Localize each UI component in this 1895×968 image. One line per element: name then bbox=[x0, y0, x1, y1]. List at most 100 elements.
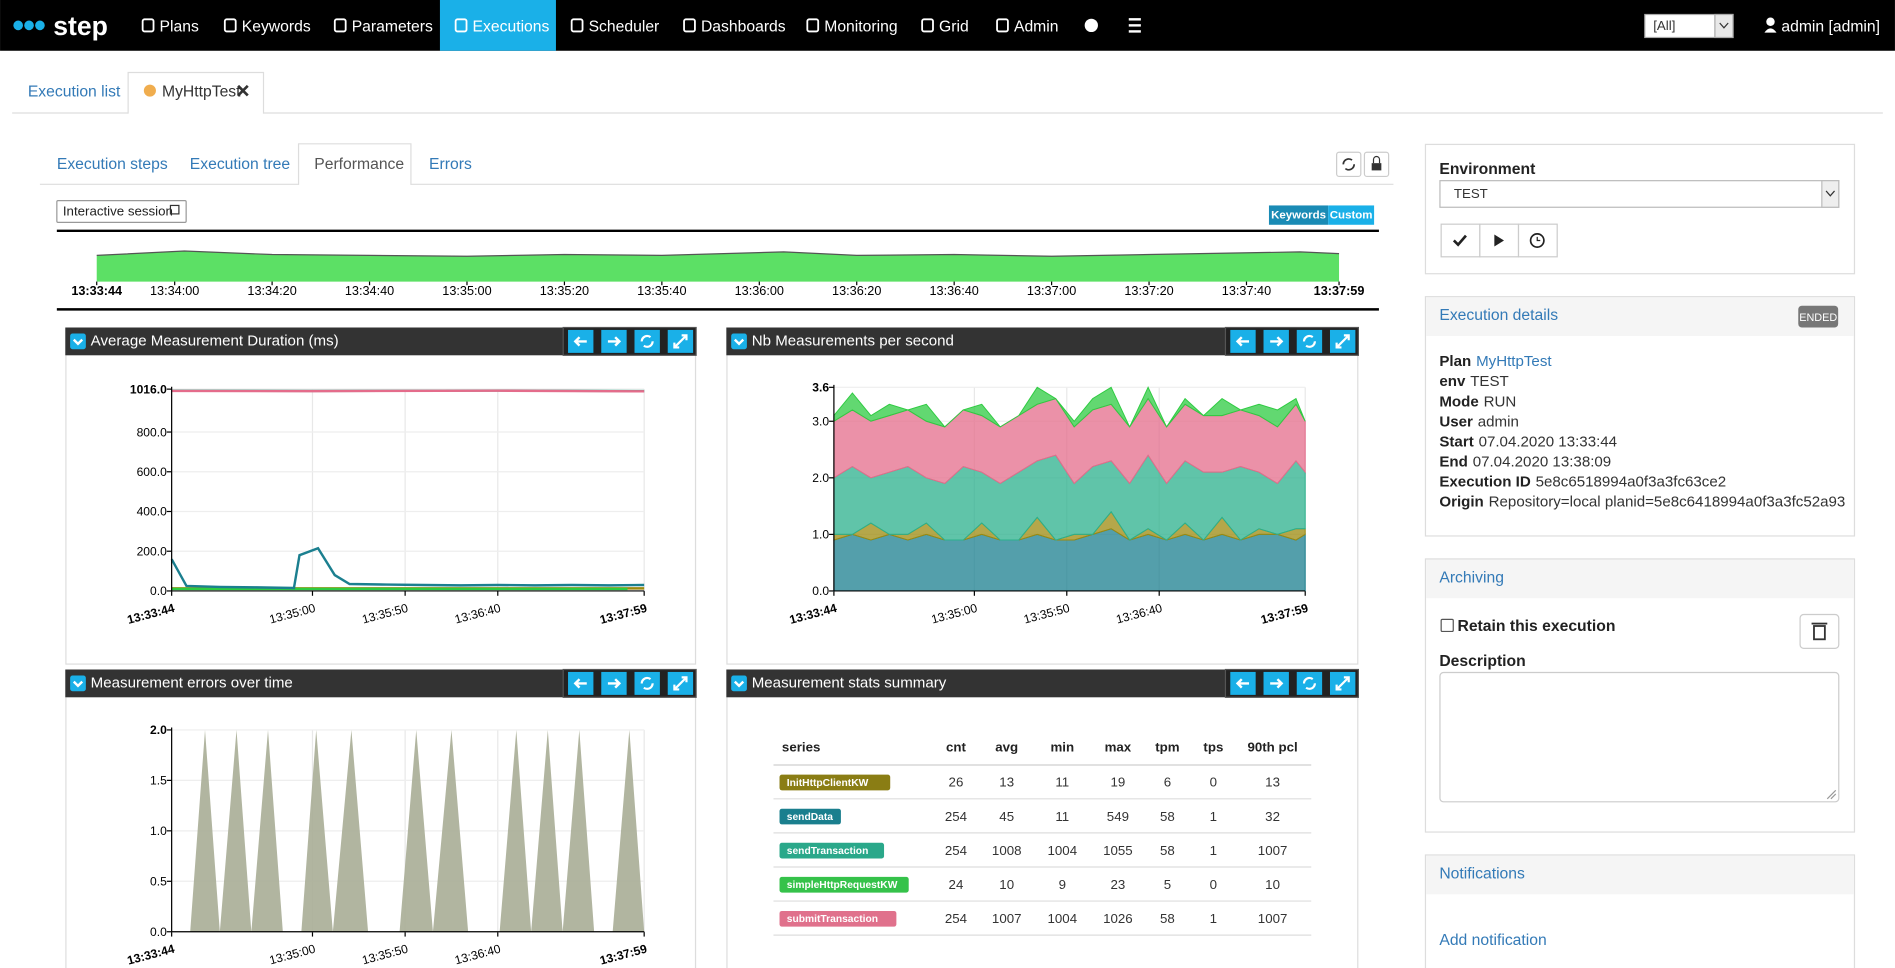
nav-icon bbox=[996, 18, 1009, 33]
tab[interactable]: MyHttpTest bbox=[162, 84, 241, 101]
check-icon bbox=[1452, 234, 1467, 247]
timeline-tick-label: 13:33:44 bbox=[71, 284, 122, 298]
detail-value: 07.04.2020 13:38:09 bbox=[1473, 453, 1612, 470]
nav-item[interactable]: Monitoring bbox=[824, 18, 897, 35]
status-badge bbox=[1798, 305, 1839, 328]
nav-item[interactable]: Executions bbox=[473, 18, 550, 35]
panel-title: Measurement errors over time bbox=[91, 675, 293, 692]
panel-button[interactable] bbox=[634, 329, 660, 353]
nav-item[interactable]: Keywords bbox=[242, 18, 311, 35]
arrow-icon bbox=[1270, 336, 1284, 347]
table-cell: 1 bbox=[1210, 809, 1217, 824]
info-icon bbox=[143, 84, 156, 97]
timeline-line bbox=[96, 250, 1340, 257]
timeline-tick-label: 13:37:40 bbox=[1222, 284, 1271, 298]
collapse-button[interactable] bbox=[731, 675, 747, 692]
nav-icon bbox=[806, 18, 820, 33]
table-cell: 13 bbox=[999, 775, 1014, 790]
table-cell: 26 bbox=[949, 775, 964, 790]
nav-item[interactable]: Parameters bbox=[352, 18, 433, 35]
table-cell: 1007 bbox=[1258, 911, 1288, 926]
nav-item[interactable]: Plans bbox=[160, 18, 199, 35]
clock-icon bbox=[1529, 232, 1545, 248]
timeline-tick-label: 13:34:40 bbox=[345, 284, 394, 298]
link[interactable]: Add notification bbox=[1439, 932, 1546, 949]
select-caret bbox=[1719, 22, 1729, 29]
detail-value[interactable]: MyHttpTest bbox=[1476, 353, 1552, 370]
nav-bar bbox=[0, 0, 1895, 51]
timeline-tick-label: 13:35:40 bbox=[637, 284, 686, 298]
arrow-icon bbox=[573, 336, 587, 347]
close-icon[interactable] bbox=[237, 84, 249, 97]
panel-button[interactable] bbox=[1296, 671, 1323, 695]
panel-title: Archiving bbox=[1439, 569, 1504, 586]
collapse-button[interactable] bbox=[70, 675, 86, 692]
refresh-icon bbox=[1342, 158, 1356, 171]
y-tick-label: 0.0 bbox=[812, 584, 829, 598]
panel bbox=[65, 669, 697, 968]
column-header: max bbox=[1105, 740, 1132, 755]
user[interactable]: admin [admin] bbox=[1781, 18, 1880, 35]
panel-button[interactable] bbox=[1296, 329, 1323, 353]
table-cell: 13 bbox=[1265, 775, 1280, 790]
stacked-area bbox=[833, 386, 1306, 429]
column-header: series bbox=[782, 740, 820, 755]
table-cell: 549 bbox=[1107, 809, 1129, 824]
series-name: submitTransaction bbox=[787, 914, 878, 925]
subtab[interactable]: Performance bbox=[314, 156, 404, 173]
refresh-button[interactable] bbox=[1336, 151, 1362, 178]
table-cell: 23 bbox=[1111, 877, 1126, 892]
user-icon bbox=[1766, 17, 1775, 26]
subtab[interactable]: Execution tree bbox=[190, 156, 291, 173]
table-cell: 1004 bbox=[1048, 843, 1078, 858]
clock-hand bbox=[1536, 236, 1541, 242]
detail-value: admin bbox=[1478, 413, 1519, 430]
series-badge bbox=[779, 876, 909, 893]
nav-item[interactable]: Grid bbox=[939, 18, 969, 35]
environment-select[interactable] bbox=[1439, 180, 1840, 208]
detail-field: Plan MyHttpTest bbox=[1439, 353, 1552, 370]
delete-button[interactable] bbox=[1799, 613, 1840, 649]
y-tick-label: 600.0 bbox=[137, 465, 168, 479]
y-tick-label: 1.0 bbox=[150, 824, 167, 838]
help-icon[interactable] bbox=[1084, 18, 1098, 33]
side-panel-header bbox=[1426, 297, 1854, 336]
subtab[interactable]: Errors bbox=[429, 156, 472, 173]
expand-icon bbox=[673, 676, 688, 691]
toggle-option[interactable] bbox=[1268, 205, 1329, 225]
field-label: Description bbox=[1439, 653, 1525, 670]
y-tick-label: 0.0 bbox=[150, 584, 167, 598]
series-line bbox=[171, 389, 645, 393]
external-icon bbox=[169, 204, 180, 215]
toggle-option[interactable] bbox=[1328, 205, 1375, 225]
nav-item[interactable]: Admin bbox=[1014, 18, 1059, 35]
nav-item[interactable]: Dashboards bbox=[701, 18, 786, 35]
description-input[interactable] bbox=[1439, 671, 1840, 803]
panel-button[interactable] bbox=[634, 671, 660, 695]
session-button[interactable] bbox=[56, 200, 187, 223]
collapse-button[interactable] bbox=[70, 333, 86, 350]
column-header: 90th pcl bbox=[1247, 740, 1297, 755]
timeline-tick-label: 13:37:59 bbox=[1314, 284, 1365, 298]
collapse-button[interactable] bbox=[731, 333, 747, 350]
nav-item[interactable]: Scheduler bbox=[589, 18, 660, 35]
tab[interactable]: Execution list bbox=[28, 84, 121, 101]
column-header: cnt bbox=[946, 740, 966, 755]
table-cell: 10 bbox=[999, 877, 1014, 892]
detail-field: env TEST bbox=[1439, 373, 1508, 390]
checkbox[interactable] bbox=[1440, 618, 1454, 633]
expand-icon bbox=[1335, 334, 1350, 349]
table-cell: 1 bbox=[1210, 911, 1217, 926]
chevron bbox=[72, 338, 84, 346]
logo-dot bbox=[24, 20, 34, 31]
detail-value: 5e8c6518994a0f3a3fc63ce2 bbox=[1536, 474, 1727, 491]
subtab[interactable]: Execution steps bbox=[57, 156, 168, 173]
timeline-tick-label: 13:35:20 bbox=[540, 284, 589, 298]
table-cell: 254 bbox=[945, 911, 967, 926]
detail-value: TEST bbox=[1470, 373, 1509, 390]
table-cell: 58 bbox=[1160, 843, 1175, 858]
lock-icon bbox=[1371, 163, 1382, 171]
nav-icon bbox=[921, 18, 934, 33]
